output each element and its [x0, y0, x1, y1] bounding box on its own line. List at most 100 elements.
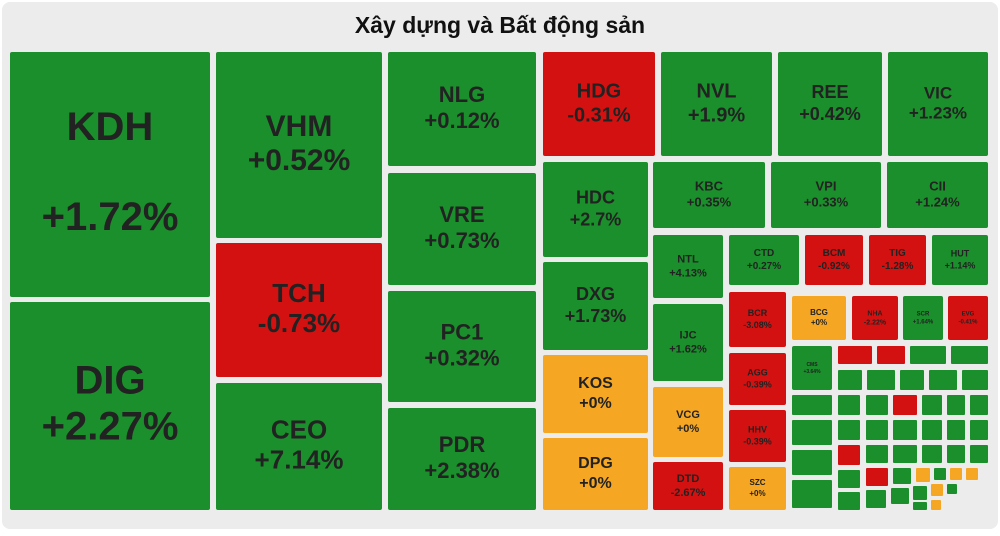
tile-name: TIG: [889, 248, 906, 259]
tile-name: KOS: [578, 375, 613, 392]
tile: [388, 291, 536, 402]
tile-name: EVG: [962, 312, 975, 318]
small-tile: [867, 370, 895, 390]
tile-value: +0%: [579, 475, 611, 492]
small-tile: [877, 346, 905, 364]
tile-name: HDC: [576, 187, 615, 207]
small-tile: [922, 395, 942, 415]
tile-value: +0.33%: [804, 194, 849, 209]
tile: [792, 346, 832, 390]
tile-value: +0%: [749, 489, 765, 498]
tile: [653, 387, 723, 457]
tile: [932, 235, 988, 285]
small-tile: [866, 420, 888, 440]
tile-value: -0.31%: [567, 104, 631, 126]
tile-value: +0%: [579, 395, 611, 412]
tile: [388, 173, 536, 285]
tile: [216, 383, 382, 510]
tile: [216, 243, 382, 377]
tile-value: +4.13%: [669, 267, 707, 279]
tile: [805, 235, 863, 285]
tile-name: PDR: [439, 432, 486, 457]
small-tile: [866, 468, 888, 486]
small-tile: [970, 445, 988, 463]
tile: [216, 52, 382, 238]
tile-value: +2.27%: [42, 405, 179, 449]
tile: [388, 52, 536, 166]
small-tile: [838, 395, 860, 415]
tile-name: PC1: [441, 319, 484, 344]
tile: [543, 52, 655, 156]
tile-value: -0.92%: [818, 261, 850, 272]
tile: [653, 304, 723, 381]
tile: [792, 296, 846, 340]
tile: [729, 353, 786, 405]
small-tile: [866, 395, 888, 415]
tile-value: +0.32%: [424, 345, 499, 370]
tile: [948, 296, 988, 340]
small-tile: [931, 500, 941, 510]
small-tile: [900, 370, 924, 390]
tile: [388, 408, 536, 510]
small-tile: [947, 445, 965, 463]
small-tile: [931, 484, 943, 496]
tile-value: -2.22%: [864, 319, 887, 326]
tile: [653, 235, 723, 298]
tile-name: CMS: [806, 362, 818, 368]
tile-value: +0.12%: [424, 108, 499, 133]
small-tile: [913, 486, 927, 500]
tile: [729, 467, 786, 510]
small-tile: [838, 420, 860, 440]
tile-name: HHV: [748, 424, 767, 434]
tile-name: NLG: [439, 82, 485, 107]
tile: [729, 235, 799, 285]
small-tile: [866, 445, 888, 463]
small-tile: [866, 490, 886, 508]
tile-name: SCR: [917, 312, 930, 318]
tile: [543, 438, 648, 510]
tile-name: VPI: [816, 178, 837, 193]
tile-name: IJC: [679, 329, 696, 341]
tile-name: TCH: [272, 278, 325, 308]
small-tile: [950, 468, 962, 480]
tile-value: -2.67%: [671, 487, 706, 499]
tile: [778, 52, 882, 156]
tile-value: -0.41%: [958, 320, 978, 326]
tile-name: DPG: [578, 455, 613, 472]
tile: [10, 52, 210, 297]
small-tile: [934, 468, 946, 480]
tile: [869, 235, 926, 285]
tile-value: -0.39%: [743, 379, 772, 389]
tile-name: AGG: [747, 367, 768, 377]
small-tile: [838, 346, 872, 364]
tile-name: CTD: [754, 248, 775, 259]
tile: [771, 162, 881, 228]
tile-value: +7.14%: [255, 444, 344, 474]
tile: [887, 162, 988, 228]
small-tile: [947, 395, 965, 415]
tile-name: VCG: [676, 409, 700, 421]
tile-name: SZC: [750, 478, 766, 487]
chart-title: Xây dựng và Bất động sản: [355, 12, 645, 38]
tile-name: NHA: [867, 310, 882, 317]
tile: [543, 162, 648, 257]
tile-name: BCG: [810, 308, 828, 317]
tile: [661, 52, 772, 156]
tile-value: +2.38%: [424, 458, 499, 483]
tile-name: NVL: [697, 80, 737, 102]
tile-value: +1.14%: [945, 260, 976, 270]
tile: [729, 410, 786, 462]
small-tile: [966, 468, 978, 480]
small-tile: [910, 346, 946, 364]
tile-value: -3.08%: [743, 320, 772, 330]
tile: [653, 462, 723, 510]
small-tile: [838, 470, 860, 488]
tile-name: BCR: [748, 308, 768, 318]
tile-value: +3.64%: [803, 369, 821, 375]
tile: [543, 262, 648, 350]
tile-name: VHM: [266, 110, 333, 143]
small-tile: [922, 445, 942, 463]
small-tile: [947, 484, 957, 494]
small-tile: [891, 488, 909, 504]
